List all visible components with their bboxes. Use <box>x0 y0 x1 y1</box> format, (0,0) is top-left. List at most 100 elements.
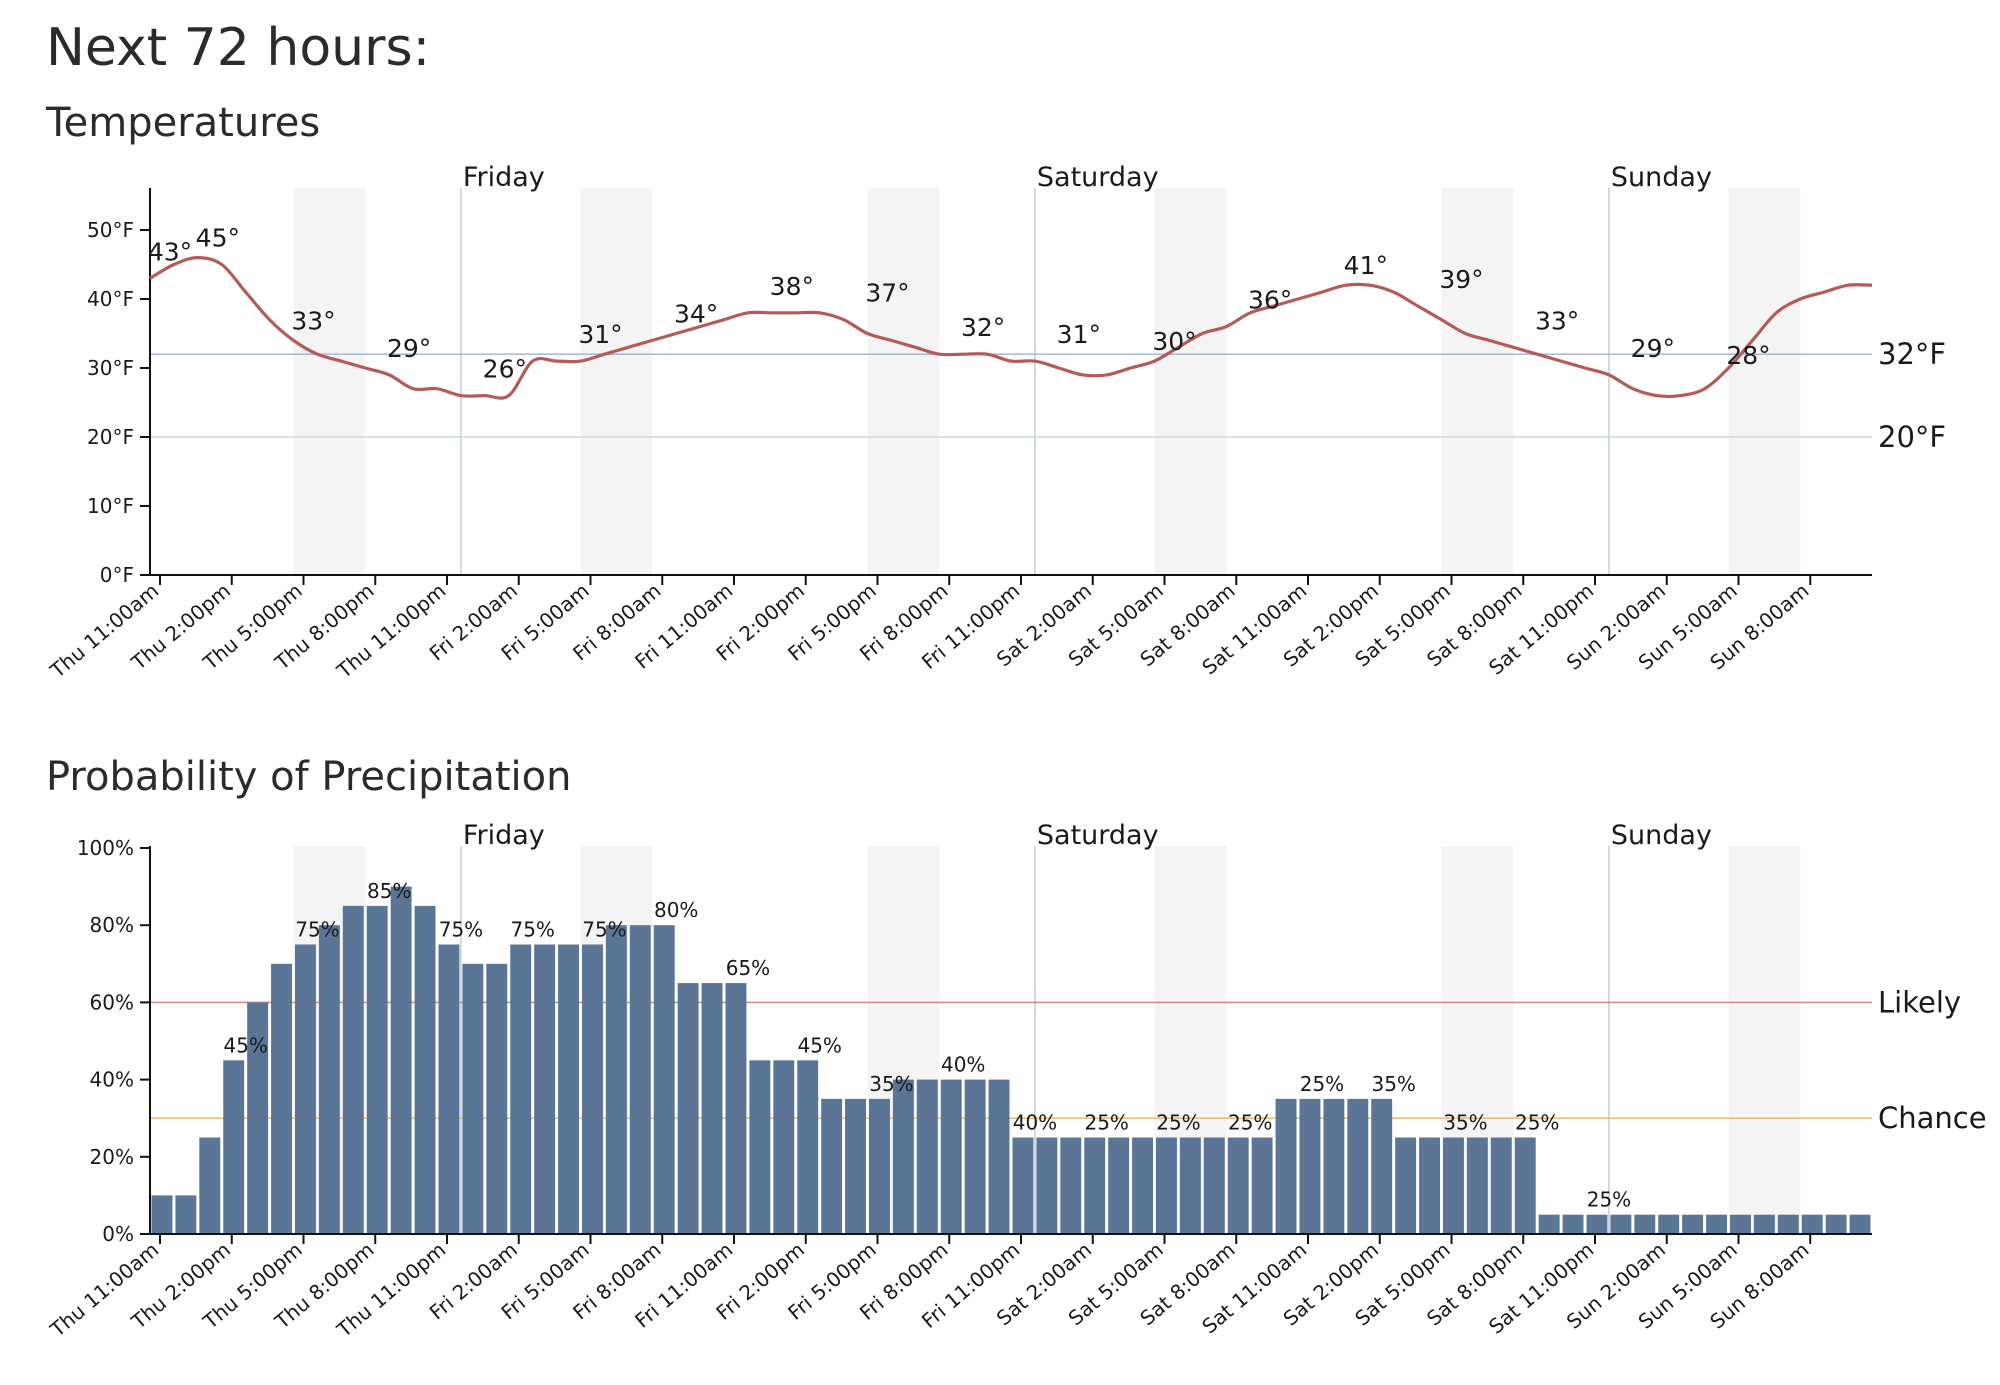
precip-bar <box>653 925 675 1234</box>
reference-label: Likely <box>1878 985 1961 1019</box>
precip-value-label: 25% <box>1084 1111 1128 1135</box>
precip-bar <box>1777 1214 1799 1234</box>
precip-bar <box>271 963 292 1234</box>
precip-bar <box>940 1079 962 1234</box>
temperature-value-label: 26° <box>483 355 527 384</box>
precip-bar <box>1801 1214 1823 1234</box>
night-shade <box>1728 188 1801 575</box>
day-label: Saturday <box>1037 820 1159 851</box>
precip-value-label: 35% <box>1371 1072 1415 1096</box>
precip-bar <box>916 1079 938 1234</box>
precip-value-label: 25% <box>1156 1111 1200 1135</box>
precip-value-label: 25% <box>1515 1111 1559 1135</box>
day-label: Saturday <box>1037 162 1159 193</box>
precip-value-label: 75% <box>510 918 554 942</box>
precip-bar <box>749 1060 771 1234</box>
temperature-value-label: 33° <box>291 306 335 335</box>
precip-value-label: 45% <box>797 1033 841 1057</box>
day-label: Sunday <box>1611 162 1712 193</box>
precip-bar <box>1538 1214 1560 1234</box>
y-tick-label: 50°F <box>87 218 134 242</box>
precip-bar <box>462 963 484 1234</box>
precip-bar <box>1514 1137 1536 1234</box>
reference-label: Chance <box>1878 1101 1987 1135</box>
precip-bar <box>558 944 579 1234</box>
y-tick-label: 80% <box>90 913 134 937</box>
day-label: Sunday <box>1611 820 1712 851</box>
y-tick-label: 100% <box>77 836 134 860</box>
precip-bar <box>677 983 699 1234</box>
precip-value-label: 65% <box>726 956 770 980</box>
precip-value-label: 40% <box>1013 1111 1057 1135</box>
precip-bar <box>1084 1137 1106 1234</box>
precip-value-label: 35% <box>1443 1111 1487 1135</box>
precip-bar <box>199 1137 221 1234</box>
precip-bar <box>1179 1137 1201 1234</box>
precip-value-label: 80% <box>654 898 698 922</box>
temperature-value-label: 32° <box>961 313 1005 342</box>
precip-bar <box>1203 1137 1225 1234</box>
precip-bar <box>342 905 364 1234</box>
precip-bar <box>964 1079 986 1234</box>
precip-bar <box>1156 1137 1177 1234</box>
day-label: Friday <box>463 820 545 851</box>
reference-label: 32°F <box>1878 337 1946 371</box>
precip-bar <box>1466 1137 1488 1234</box>
precip-bar <box>1323 1098 1345 1234</box>
precip-bar <box>486 963 508 1234</box>
precip-bar <box>1706 1214 1727 1234</box>
precip-bar <box>725 983 747 1234</box>
precip-value-label: 45% <box>223 1033 267 1057</box>
precip-bar <box>988 1079 1010 1234</box>
precip-bar <box>223 1060 245 1234</box>
precip-bar <box>1395 1137 1417 1234</box>
precip-value-label: 75% <box>295 918 339 942</box>
night-shade <box>1154 188 1227 575</box>
precip-bar <box>318 925 340 1234</box>
precip-bar <box>701 983 723 1234</box>
precip-value-label: 40% <box>941 1053 985 1077</box>
precip-bar <box>1227 1137 1249 1234</box>
precip-bar <box>1849 1214 1871 1234</box>
y-tick-label: 40°F <box>87 287 134 311</box>
precip-bar <box>1108 1137 1130 1234</box>
temperature-value-label: 30° <box>1152 327 1196 356</box>
precipitation-chart: Friday Saturday Sunday Likely Chance 0% 20% 40%… <box>45 820 1987 1342</box>
precip-value-label: 25% <box>1228 1111 1272 1135</box>
y-tick-label: 30°F <box>87 356 134 380</box>
temperature-value-label: 36° <box>1248 286 1292 315</box>
temperature-value-label: 29° <box>387 334 431 363</box>
temperature-value-label: 37° <box>865 279 909 308</box>
precip-bar <box>1443 1137 1464 1234</box>
temperature-value-label: 41° <box>1344 251 1388 280</box>
precip-bar <box>892 1079 914 1234</box>
night-shade <box>867 188 940 575</box>
precip-bar <box>1682 1214 1704 1234</box>
precip-bar <box>1825 1214 1847 1234</box>
night-shade <box>1441 188 1514 575</box>
precip-bar <box>1658 1214 1680 1234</box>
precip-bar <box>1251 1137 1273 1234</box>
precip-bar <box>1060 1137 1082 1234</box>
temperature-value-label: 29° <box>1631 334 1675 363</box>
precip-bar <box>390 886 412 1234</box>
y-tick-label: 40% <box>90 1068 134 1092</box>
temperature-line <box>149 255 1873 400</box>
precip-bar <box>1490 1137 1512 1234</box>
precip-bar <box>534 944 556 1234</box>
temperature-value-label: 45° <box>196 224 240 253</box>
precipitation-chart-title: Probability of Precipitation <box>46 754 572 800</box>
precip-bar <box>366 905 388 1234</box>
precip-bar <box>869 1098 890 1234</box>
temperature-value-label: 38° <box>770 272 814 301</box>
precip-value-label: 85% <box>367 879 411 903</box>
precip-bar <box>438 944 460 1234</box>
precip-bar <box>605 925 627 1234</box>
precip-bar <box>1419 1137 1440 1234</box>
day-label: Friday <box>463 162 545 193</box>
precip-bar <box>1371 1098 1393 1234</box>
precip-bar <box>1730 1214 1751 1234</box>
precip-bar <box>1299 1098 1321 1234</box>
precip-bar <box>1347 1098 1369 1234</box>
precip-value-label: 25% <box>1587 1188 1631 1212</box>
